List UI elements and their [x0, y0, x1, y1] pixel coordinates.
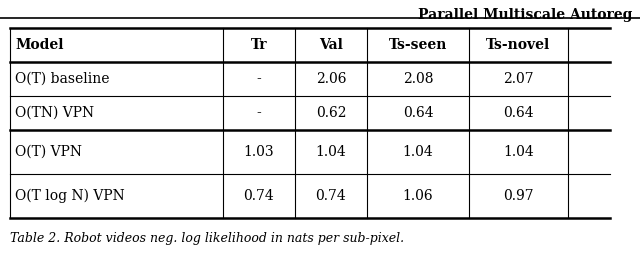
Text: Tr: Tr: [251, 38, 268, 52]
Text: 2.08: 2.08: [403, 72, 433, 86]
Text: Val: Val: [319, 38, 343, 52]
Text: Parallel Multiscale Autoreg: Parallel Multiscale Autoreg: [418, 8, 632, 22]
Text: O(T) VPN: O(T) VPN: [15, 145, 82, 159]
Text: O(T log N) VPN: O(T log N) VPN: [15, 189, 125, 203]
Text: 0.64: 0.64: [403, 106, 433, 120]
Text: 2.06: 2.06: [316, 72, 346, 86]
Text: 0.62: 0.62: [316, 106, 346, 120]
Text: 1.04: 1.04: [503, 145, 534, 159]
Text: 0.74: 0.74: [316, 189, 346, 203]
Text: Model: Model: [15, 38, 63, 52]
Text: -: -: [257, 106, 261, 120]
Text: O(T) baseline: O(T) baseline: [15, 72, 109, 86]
Text: Ts-seen: Ts-seen: [389, 38, 447, 52]
Text: -: -: [257, 72, 261, 86]
Text: 1.03: 1.03: [244, 145, 275, 159]
Text: O(TN) VPN: O(TN) VPN: [15, 106, 94, 120]
Text: 0.64: 0.64: [503, 106, 534, 120]
Text: 2.07: 2.07: [503, 72, 534, 86]
Text: 1.04: 1.04: [403, 145, 433, 159]
Text: Table 2. Robot videos neg. log likelihood in nats per sub-pixel.: Table 2. Robot videos neg. log likelihoo…: [10, 232, 404, 245]
Text: 1.04: 1.04: [316, 145, 346, 159]
Text: 1.06: 1.06: [403, 189, 433, 203]
Text: 0.74: 0.74: [244, 189, 275, 203]
Text: Ts-novel: Ts-novel: [486, 38, 550, 52]
Text: 0.97: 0.97: [503, 189, 534, 203]
